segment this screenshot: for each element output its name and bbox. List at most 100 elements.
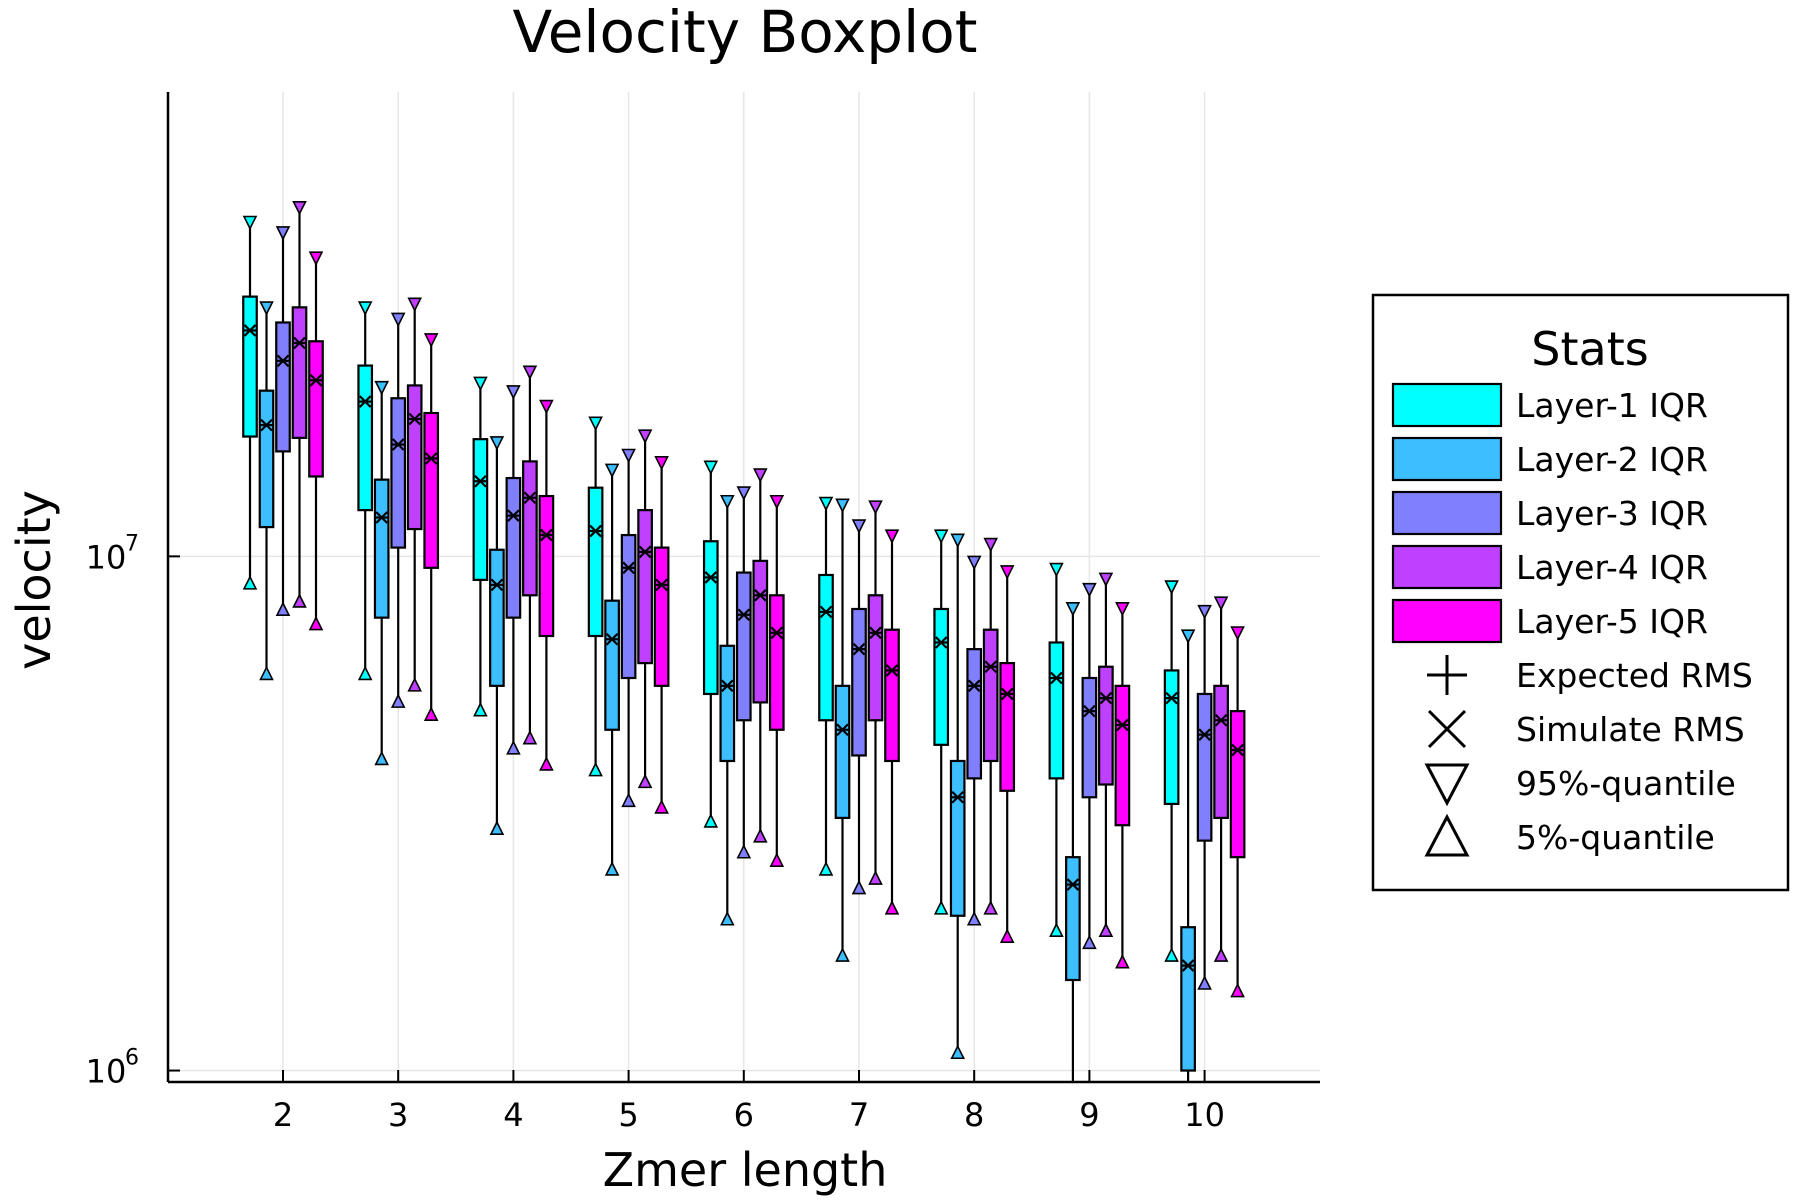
- rms-marker: [1082, 704, 1096, 718]
- iqr-box: [653, 546, 670, 687]
- x-tick-label: 3: [388, 1096, 408, 1134]
- iqr-box: [242, 295, 258, 438]
- p95-marker: [753, 468, 768, 483]
- p5-marker: [835, 947, 850, 962]
- p95-marker: [950, 533, 965, 549]
- iqr-box: [949, 759, 966, 917]
- p5-marker: [966, 910, 982, 926]
- iqr-box: [1180, 926, 1196, 1072]
- p5-marker: [1164, 947, 1179, 962]
- p5-marker: [489, 820, 505, 836]
- legend-label-triangle-up: 5%-quantile: [1516, 818, 1715, 857]
- rms-marker: [984, 660, 998, 674]
- legend-title: Stats: [1531, 322, 1648, 376]
- p5-marker: [292, 593, 307, 608]
- p95-marker: [884, 529, 900, 544]
- rms-marker: [391, 438, 405, 451]
- iqr-box: [867, 594, 884, 722]
- iqr-box: [538, 494, 555, 638]
- rms-marker: [276, 354, 290, 368]
- iqr-box: [851, 607, 867, 757]
- rms-marker: [1165, 691, 1179, 705]
- rms-marker: [408, 412, 422, 426]
- iqr-box: [1098, 665, 1114, 786]
- p95-marker: [818, 496, 834, 512]
- rms-marker: [523, 491, 537, 505]
- p95-marker: [966, 555, 982, 571]
- p95-marker: [390, 312, 406, 328]
- p95-marker: [851, 519, 867, 534]
- rms-marker: [309, 374, 323, 387]
- iqr-box: [620, 533, 637, 680]
- p5-marker: [933, 900, 949, 915]
- legend-marker-triangle-down: [1424, 763, 1470, 807]
- rms-marker: [753, 589, 767, 602]
- rms-marker: [1214, 713, 1228, 727]
- x-tick-label: 8: [964, 1096, 984, 1134]
- p95-marker: [506, 385, 521, 400]
- p5-marker: [473, 701, 488, 717]
- rms-marker: [490, 578, 504, 592]
- rms-marker: [1099, 691, 1113, 705]
- p5-marker: [1230, 982, 1245, 998]
- p95-marker: [1065, 602, 1081, 617]
- rms-marker: [737, 608, 751, 622]
- iqr-box: [258, 389, 275, 529]
- y-tick-label: 10: [86, 538, 127, 576]
- rms-marker: [1049, 671, 1063, 685]
- p5-marker: [720, 910, 735, 926]
- boxes-layer: [242, 200, 1246, 1082]
- p5-marker: [868, 870, 883, 885]
- legend-marker-triangle-up: [1424, 813, 1470, 857]
- series-5: [308, 261, 1246, 988]
- p5-marker: [539, 756, 554, 771]
- rms-marker: [473, 474, 487, 488]
- rms-marker: [539, 528, 553, 542]
- y-tick-label: 10: [86, 1053, 127, 1091]
- p5-marker: [522, 729, 538, 745]
- p95-marker: [1098, 572, 1114, 588]
- iqr-box: [818, 573, 834, 722]
- p5-marker: [242, 575, 258, 590]
- series-1: [242, 225, 1180, 953]
- p95-marker: [292, 200, 307, 216]
- iqr-box: [1081, 676, 1098, 799]
- rms-marker: [869, 626, 882, 640]
- legend-swatch-layer-2: [1391, 436, 1503, 482]
- p95-marker: [308, 251, 324, 266]
- rms-marker: [852, 642, 866, 656]
- series-3: [275, 235, 1213, 981]
- legend-label-plus: Expected RMS: [1516, 656, 1753, 695]
- legend-label-layer-4: Layer-4 IQR: [1516, 548, 1708, 587]
- rms-marker: [1181, 959, 1195, 972]
- iqr-box: [702, 540, 719, 696]
- iqr-box: [1065, 856, 1081, 982]
- iqr-box: [522, 460, 538, 597]
- p5-marker: [769, 852, 785, 867]
- rms-marker: [293, 336, 306, 350]
- iqr-box: [604, 599, 620, 731]
- legend-swatch-layer-3: [1391, 490, 1503, 536]
- p95-marker: [1180, 629, 1196, 645]
- p95-marker: [835, 498, 850, 514]
- p95-marker: [522, 365, 538, 381]
- legend-label-layer-5: Layer-5 IQR: [1516, 602, 1708, 641]
- p5-marker: [308, 615, 324, 631]
- p95-marker: [1049, 562, 1064, 578]
- p5-marker: [1082, 934, 1097, 950]
- rms-marker: [638, 545, 652, 559]
- rms-marker: [622, 561, 636, 575]
- p5-marker: [999, 928, 1015, 943]
- p95-marker: [588, 416, 603, 432]
- iqr-box: [735, 571, 752, 722]
- p5-marker: [1213, 947, 1229, 962]
- rms-marker: [605, 632, 619, 646]
- iqr-box: [390, 397, 407, 549]
- p5-marker: [1049, 922, 1064, 938]
- p95-marker: [275, 226, 291, 241]
- iqr-box: [966, 648, 983, 780]
- y-tick-exponent: 6: [125, 1046, 139, 1071]
- p95-marker: [1197, 604, 1212, 620]
- rms-marker: [770, 626, 784, 640]
- rms-marker: [720, 679, 734, 693]
